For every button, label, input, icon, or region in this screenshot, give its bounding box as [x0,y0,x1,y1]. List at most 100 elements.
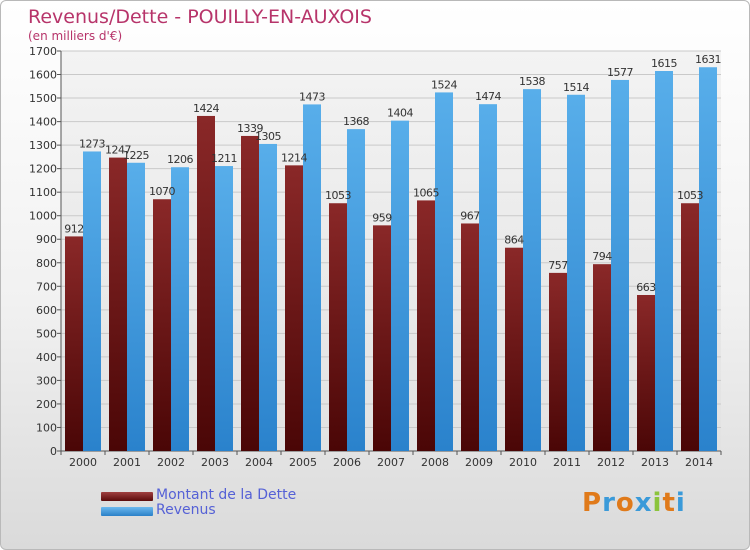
dette-value-label: 1070 [149,185,175,198]
revenus-bar [567,94,585,451]
y-tick-label: 1700 [29,45,57,58]
revenus-value-label: 1368 [343,115,369,128]
y-tick-label: 1200 [29,163,57,176]
dette-value-label: 1247 [105,144,131,157]
dette-value-label: 1424 [193,102,219,115]
x-tick-label: 2009 [465,456,493,469]
x-tick-label: 2008 [421,456,449,469]
dette-value-label: 959 [372,211,392,224]
revenus-bar [215,166,233,451]
y-tick-label: 1500 [29,92,57,105]
dette-bar [461,223,479,451]
dette-value-label: 912 [64,222,84,235]
dette-value-label: 663 [636,281,656,294]
logo-letter: r [602,488,616,518]
x-tick-label: 2006 [333,456,361,469]
revenus-value-label: 1206 [167,153,193,166]
dette-bar [505,247,523,451]
y-tick-label: 800 [36,257,57,270]
dette-bar [373,225,391,451]
revenus-bar [435,92,453,451]
y-tick-label: 900 [36,233,57,246]
legend-swatch-dette [101,492,153,501]
dette-bar [681,203,699,451]
revenus-value-label: 1577 [607,66,633,79]
y-tick-label: 1600 [29,69,57,82]
y-tick-label: 500 [36,327,57,340]
revenus-bar [127,162,145,451]
dette-bar [593,264,611,451]
y-tick-label: 400 [36,351,57,364]
dette-bar [285,165,303,451]
dette-bar [65,236,83,451]
dette-bar [329,203,347,451]
logo-letter: t [662,488,676,518]
dette-bar [637,295,655,451]
revenus-bar [699,67,717,451]
dette-bar [549,272,567,451]
y-tick-label: 700 [36,280,57,293]
dette-value-label: 1053 [325,189,351,202]
y-tick-label: 200 [36,398,57,411]
dette-value-label: 864 [504,234,524,247]
legend-swatch-revenus [101,507,153,516]
y-tick-label: 300 [36,374,57,387]
dette-value-label: 794 [592,250,612,263]
dette-value-label: 1214 [281,151,307,164]
x-tick-label: 2002 [157,456,185,469]
y-tick-label: 100 [36,421,57,434]
dette-value-label: 1053 [677,189,703,202]
revenus-value-label: 1514 [563,81,589,94]
dette-bar [153,199,171,451]
revenus-bar [391,120,409,451]
revenus-bar [83,151,101,451]
dette-bar [109,157,127,451]
revenus-value-label: 1211 [211,152,237,165]
revenus-bar [479,104,497,452]
x-tick-label: 2013 [641,456,669,469]
y-tick-label: 1100 [29,186,57,199]
x-tick-label: 2010 [509,456,537,469]
logo-letter: o [615,488,635,518]
dette-bar [197,115,215,452]
x-tick-label: 2000 [69,456,97,469]
revenus-value-label: 1404 [387,107,413,120]
dette-value-label: 1065 [413,186,439,199]
proxiti-logo: Proxiti [582,488,686,518]
x-tick-label: 2007 [377,456,405,469]
y-tick-label: 0 [50,445,57,458]
x-tick-label: 2001 [113,456,141,469]
revenus-bar [523,89,541,451]
revenus-value-label: 1473 [299,90,325,103]
dette-value-label: 967 [460,209,480,222]
dette-value-label: 1339 [237,122,263,135]
y-tick-label: 1400 [29,116,57,129]
chart-subtitle: (en milliers d'€) [28,29,123,43]
revenus-bar [655,71,673,451]
logo-letter: P [582,488,603,518]
chart-title: Revenus/Dette - POUILLY-EN-AUXOIS [28,6,372,28]
x-tick-label: 2014 [685,456,713,469]
dette-value-label: 757 [548,259,568,272]
dette-bar [241,135,259,452]
revenus-bar [303,104,321,451]
logo-letter: i [675,488,686,518]
y-tick-label: 600 [36,304,57,317]
revenus-bar [611,79,629,452]
revenus-bar [259,143,277,452]
revenus-value-label: 1225 [123,149,149,162]
y-tick-label: 1000 [29,210,57,223]
logo-letter: i [652,488,663,518]
revenus-value-label: 1273 [79,137,105,150]
revenus-value-label: 1524 [431,78,457,91]
x-tick-label: 2012 [597,456,625,469]
revenus-value-label: 1631 [695,53,721,66]
legend-label-dette: Montant de la Dette [156,487,297,503]
y-tick-label: 1300 [29,139,57,152]
revenus-value-label: 1538 [519,75,545,88]
revenus-value-label: 1474 [475,90,501,103]
revenus-value-label: 1615 [651,57,677,70]
x-tick-label: 2003 [201,456,229,469]
